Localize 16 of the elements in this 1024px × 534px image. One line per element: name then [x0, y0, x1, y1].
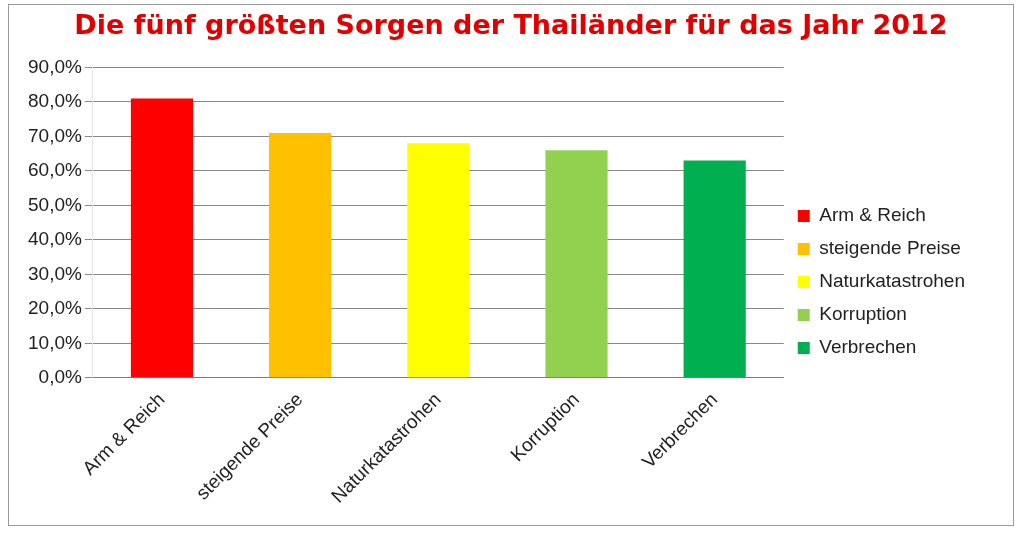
y-tick-label: 80,0%	[28, 90, 82, 112]
legend-label: Korruption	[819, 303, 907, 325]
legend-label: steigende Preise	[819, 237, 961, 259]
legend-label: Arm & Reich	[819, 204, 926, 226]
y-tick-label: 60,0%	[28, 159, 82, 181]
y-tick-label: 10,0%	[28, 331, 82, 353]
y-tick-label: 40,0%	[28, 228, 82, 250]
legend-label: Naturkatastrohen	[819, 270, 965, 292]
chart-title: Die fünf größten Sorgen der Thailänder für das Jahr 2012	[73, 9, 949, 40]
y-tick-label: 50,0%	[28, 193, 82, 215]
y-tick-label: 20,0%	[28, 297, 82, 319]
y-tick-label: 90,0%	[28, 55, 82, 77]
y-tick-label: 0,0%	[38, 366, 82, 388]
y-tick-label: 30,0%	[28, 262, 82, 284]
y-tick-label: 70,0%	[28, 124, 82, 146]
legend-label: Verbrechen	[819, 336, 917, 358]
